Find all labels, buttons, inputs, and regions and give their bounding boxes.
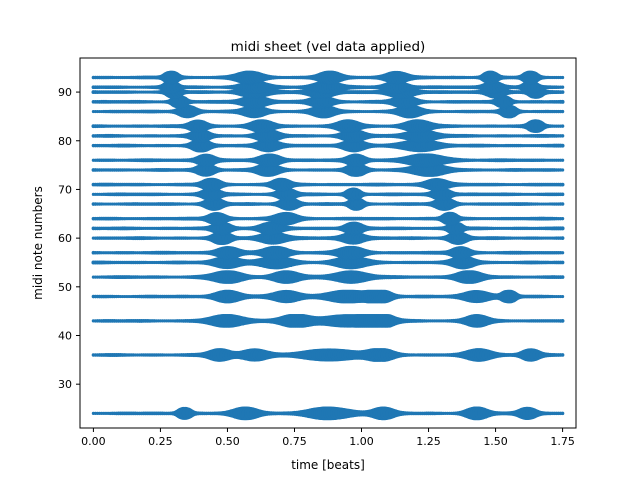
data-point bbox=[560, 411, 565, 416]
data-point bbox=[560, 192, 565, 197]
data-point bbox=[560, 236, 565, 240]
data-point bbox=[560, 275, 565, 279]
data-point bbox=[560, 319, 565, 323]
data-point bbox=[560, 85, 565, 89]
data-point bbox=[560, 168, 565, 172]
data-point bbox=[560, 143, 565, 148]
points-layer bbox=[91, 70, 565, 421]
data-point bbox=[560, 353, 565, 357]
data-point bbox=[560, 182, 565, 187]
data-point bbox=[560, 109, 565, 114]
data-point bbox=[560, 226, 565, 231]
data-point bbox=[560, 202, 565, 206]
data-point bbox=[560, 217, 565, 221]
plot-area bbox=[80, 58, 576, 428]
data-point bbox=[560, 134, 565, 138]
data-point bbox=[560, 99, 565, 104]
data-point bbox=[560, 294, 565, 299]
data-point bbox=[560, 158, 565, 162]
data-point bbox=[560, 124, 565, 128]
data-point bbox=[560, 260, 565, 265]
data-point bbox=[560, 90, 565, 94]
data-point bbox=[560, 251, 565, 255]
